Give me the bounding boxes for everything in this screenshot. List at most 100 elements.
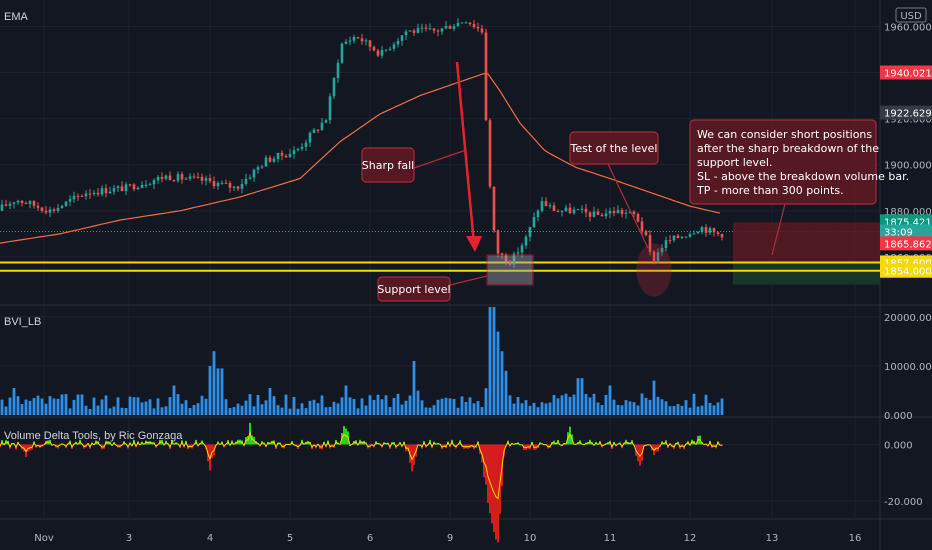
volume-bar	[356, 408, 360, 415]
volume-bar	[692, 393, 696, 415]
candle	[504, 254, 508, 262]
candle	[356, 37, 360, 39]
volume-bar	[620, 405, 624, 415]
candle	[36, 205, 40, 208]
volume-bar	[412, 361, 416, 415]
strategy-note-line: after the sharp breakdown of the	[697, 142, 879, 155]
candle	[544, 201, 548, 206]
candle	[508, 261, 512, 265]
volume-bar	[176, 394, 180, 415]
candle	[60, 205, 64, 208]
candle	[168, 175, 172, 181]
volume-bar	[316, 403, 320, 415]
volume-bar	[604, 394, 608, 415]
volume-bar	[460, 396, 464, 415]
volume-bar	[200, 395, 204, 415]
candle	[344, 41, 348, 44]
candle	[596, 211, 600, 215]
x-tick-label: 9	[447, 533, 453, 544]
volume-bar	[128, 396, 132, 415]
volume-bar	[608, 385, 612, 415]
candle	[184, 178, 188, 180]
candle	[48, 209, 52, 213]
candle	[408, 30, 412, 32]
sharp-fall-arrow	[455, 61, 476, 245]
candle	[656, 252, 660, 261]
candle	[140, 185, 144, 188]
strategy-note-line: TP - more than 300 points.	[696, 184, 844, 197]
volume-bar	[496, 331, 500, 415]
volume-bar	[544, 403, 548, 415]
candle	[176, 174, 180, 181]
candle	[600, 214, 604, 217]
volume-bar	[92, 397, 96, 415]
y-tick-label: 1880.000	[884, 207, 932, 218]
volume-bar	[548, 402, 552, 415]
candle	[660, 248, 664, 253]
sharp-fall-box	[361, 147, 415, 183]
candle	[348, 40, 352, 42]
candle	[20, 200, 24, 203]
candle	[280, 152, 284, 156]
volume-bar	[24, 399, 28, 415]
candle	[180, 174, 184, 180]
candle	[548, 205, 552, 207]
candle	[388, 48, 392, 50]
volume-bar	[676, 404, 680, 415]
volume-bar	[36, 395, 40, 415]
volume-bar	[324, 407, 328, 415]
candle	[292, 150, 296, 154]
volume-bar	[700, 405, 704, 415]
candle	[308, 132, 312, 143]
volume-bar	[144, 401, 148, 415]
candle	[72, 195, 76, 200]
volume-bar	[440, 398, 444, 415]
candle	[164, 175, 168, 179]
x-tick-label: 6	[367, 533, 373, 544]
price-tag-label: 1854.000	[884, 267, 932, 278]
sharp-fall-arrowhead	[466, 236, 482, 252]
volume-bar	[284, 394, 288, 415]
volume-bar	[120, 407, 124, 415]
candle	[252, 169, 256, 178]
candle	[212, 181, 216, 187]
candle	[288, 153, 292, 158]
candle	[540, 201, 544, 211]
volume-pane	[0, 307, 724, 415]
volume-bar	[428, 407, 432, 415]
candle	[56, 207, 60, 211]
candle	[232, 186, 236, 188]
x-tick-label: 4	[207, 533, 213, 544]
x-tick-label: Nov	[34, 533, 54, 544]
volume-bar	[232, 407, 236, 415]
candle	[592, 211, 596, 217]
candle	[472, 24, 476, 28]
candle	[456, 22, 460, 27]
volume-bar	[556, 398, 560, 415]
volume-bar	[672, 406, 676, 415]
volume-bar	[524, 400, 528, 415]
volume-bar	[228, 408, 232, 415]
candle	[384, 49, 388, 51]
test-level-box	[569, 131, 659, 165]
candle	[636, 214, 640, 222]
candle	[556, 211, 560, 213]
volume-bar	[368, 395, 372, 415]
candle	[204, 178, 208, 181]
candle	[532, 216, 536, 228]
volume-bar	[0, 399, 4, 415]
candle	[192, 176, 196, 178]
delta-signal-line	[0, 430, 723, 500]
candle	[684, 236, 688, 238]
volume-bar	[180, 403, 184, 415]
delta-tick-label: 0.000	[884, 440, 913, 451]
volume-bar	[72, 399, 76, 415]
volume-bar	[104, 395, 108, 415]
volume-bar	[424, 407, 428, 415]
vol-tick-label: 0.000	[884, 411, 913, 422]
stop-loss-zone	[733, 222, 880, 263]
volume-bar	[100, 399, 104, 415]
volume-bar	[116, 397, 120, 415]
volume-bar	[60, 394, 64, 415]
take-profit-zone	[733, 262, 880, 285]
